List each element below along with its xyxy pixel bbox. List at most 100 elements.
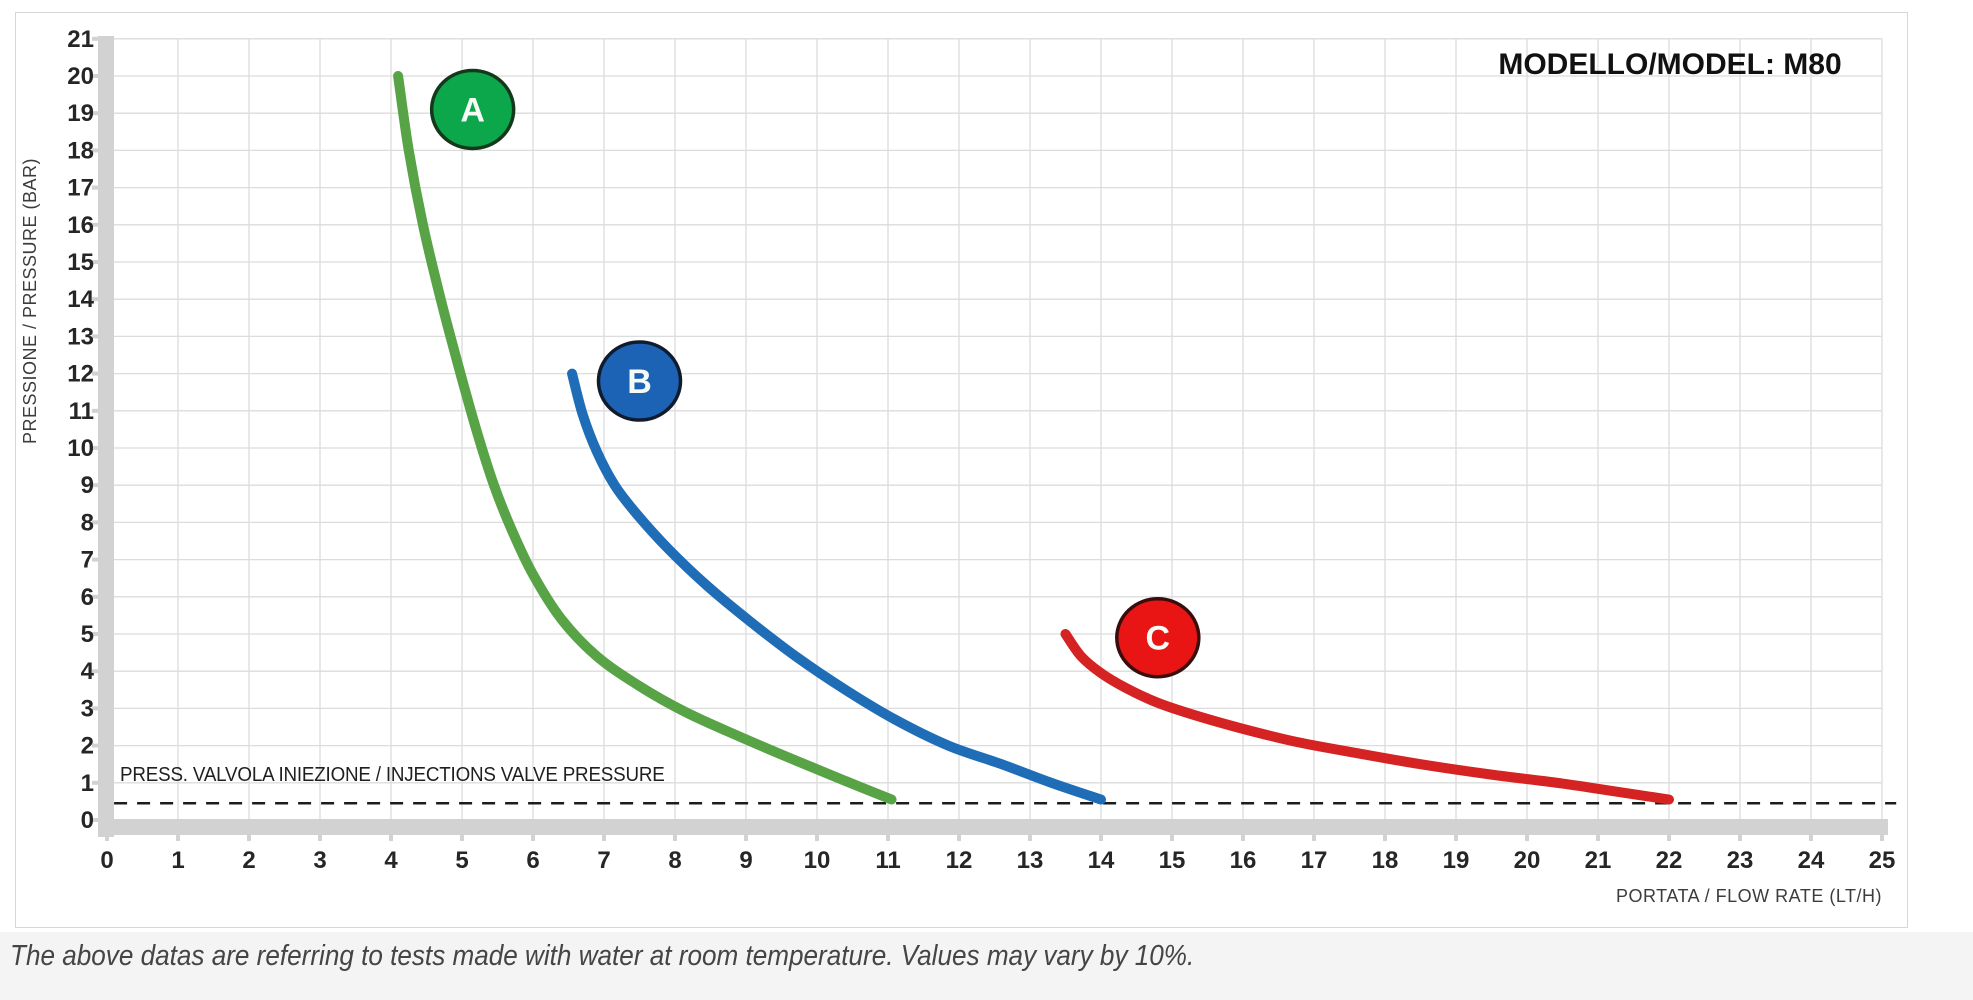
- badge-circle: [429, 68, 516, 151]
- x-tick-mark: [1738, 835, 1742, 841]
- footnote-text: The above datas are referring to tests m…: [10, 940, 1195, 972]
- x-tick-label: 1: [171, 847, 184, 874]
- x-tick-label: 4: [384, 847, 398, 874]
- y-tick-label: 3: [81, 695, 94, 722]
- x-tick-label: 2: [242, 847, 255, 874]
- y-tick-label: 2: [81, 733, 94, 760]
- footer-strip: [0, 932, 1973, 1000]
- x-tick-label: 5: [455, 847, 468, 874]
- y-tick-label: 8: [81, 509, 94, 536]
- y-tick-mark: [92, 743, 98, 748]
- y-tick-label: 16: [67, 212, 94, 239]
- y-tick-mark: [92, 222, 98, 227]
- x-tick-mark: [460, 835, 464, 841]
- badge-circle: [596, 340, 683, 422]
- x-tick-label: 15: [1159, 847, 1186, 874]
- x-tick-mark: [673, 835, 677, 841]
- y-tick-mark: [92, 297, 98, 302]
- y-tick-label: 1: [81, 770, 94, 797]
- y-tick-mark: [92, 185, 98, 190]
- x-tick-mark: [1667, 835, 1671, 841]
- badge-circle: [1115, 596, 1201, 679]
- y-tick-label: 4: [81, 658, 95, 685]
- y-tick-mark: [92, 669, 98, 674]
- x-tick-label: 25: [1869, 847, 1896, 874]
- y-tick-label: 15: [67, 249, 94, 276]
- y-tick-mark: [92, 632, 98, 636]
- badge-letter: B: [627, 363, 652, 401]
- x-tick-mark: [886, 835, 890, 841]
- x-tick-mark: [1596, 835, 1600, 841]
- chart-panel: [15, 12, 1908, 928]
- x-tick-label: 13: [1017, 847, 1044, 874]
- y-tick-mark: [92, 334, 98, 339]
- x-tick-mark: [1099, 835, 1103, 841]
- x-tick-label: 21: [1585, 847, 1612, 874]
- y-tick-mark: [92, 594, 98, 599]
- x-tick-label: 22: [1656, 847, 1683, 874]
- curve-c-badge: C: [1115, 596, 1201, 679]
- x-tick-label: 18: [1372, 847, 1399, 874]
- x-tick-mark: [247, 835, 251, 841]
- model-label: MODELLO/MODEL: M80: [1498, 48, 1842, 81]
- x-tick-label: 23: [1727, 847, 1754, 874]
- x-tick-label: 8: [668, 847, 681, 874]
- x-tick-mark: [1525, 835, 1529, 841]
- x-tick-label: 7: [597, 847, 610, 874]
- y-tick-mark: [92, 74, 98, 78]
- gridlines: [107, 38, 1883, 820]
- badge-letter: C: [1146, 620, 1171, 658]
- x-tick-label: 20: [1514, 847, 1541, 874]
- badge-letter: A: [460, 91, 485, 129]
- curve-b-line: [567, 368, 1106, 805]
- y-tick-mark: [92, 408, 98, 413]
- curve-a-badge: A: [429, 68, 516, 151]
- y-tick-label: 7: [81, 547, 94, 574]
- y-axis-title: PRESSIONE / PRESSURE (BAR): [20, 157, 40, 445]
- x-tick-mark: [1170, 835, 1174, 841]
- x-tick-mark: [1880, 835, 1884, 841]
- y-tick-mark: [92, 483, 98, 488]
- x-tick-mark: [1454, 835, 1458, 841]
- y-tick-mark: [92, 818, 98, 822]
- x-tick-mark: [815, 835, 819, 841]
- x-tick-labels: 0 1 2 3 4 5 6 7 8 9 10 11 12 13 14 15 16 17 18 19 20 21 22 23 24…: [100, 847, 1895, 874]
- y-axis-band: [98, 36, 114, 837]
- curve-b-badge: B: [596, 340, 683, 422]
- y-tick-mark: [92, 520, 98, 525]
- x-tick-mark: [1809, 835, 1813, 841]
- x-tick-mark: [318, 835, 322, 841]
- y-tick-label: 21: [67, 26, 94, 53]
- x-tick-label: 12: [946, 847, 973, 874]
- y-tick-mark: [92, 111, 98, 116]
- y-tick-label: 13: [67, 323, 94, 350]
- x-tick-label: 9: [739, 847, 752, 874]
- y-tick-label: 6: [81, 584, 94, 611]
- y-tick-mark: [92, 148, 98, 153]
- y-tick-mark: [92, 36, 98, 41]
- axis-bands: [92, 36, 1888, 841]
- y-tick-label: 19: [67, 100, 94, 127]
- y-tick-label: 0: [81, 807, 94, 834]
- y-tick-mark: [92, 260, 98, 264]
- y-tick-label: 20: [67, 63, 94, 90]
- x-tick-mark: [389, 835, 393, 841]
- x-tick-label: 14: [1088, 847, 1115, 874]
- curve-c-line: [1060, 629, 1674, 805]
- injection-valve-pressure-label: PRESS. VALVOLA INIEZIONE / INJECTIONS VA…: [120, 764, 665, 786]
- x-tick-mark: [531, 835, 535, 841]
- x-axis-band: [98, 819, 1888, 835]
- x-tick-mark: [1383, 835, 1387, 841]
- x-tick-label: 0: [100, 847, 113, 874]
- x-tick-mark: [602, 835, 606, 841]
- y-tick-mark: [92, 780, 98, 785]
- x-tick-mark: [957, 835, 961, 841]
- y-tick-label: 14: [67, 286, 94, 313]
- y-tick-label: 17: [67, 175, 94, 202]
- y-tick-mark: [92, 371, 98, 376]
- y-tick-mark: [92, 557, 98, 562]
- x-tick-label: 17: [1301, 847, 1328, 874]
- x-tick-label: 19: [1443, 847, 1470, 874]
